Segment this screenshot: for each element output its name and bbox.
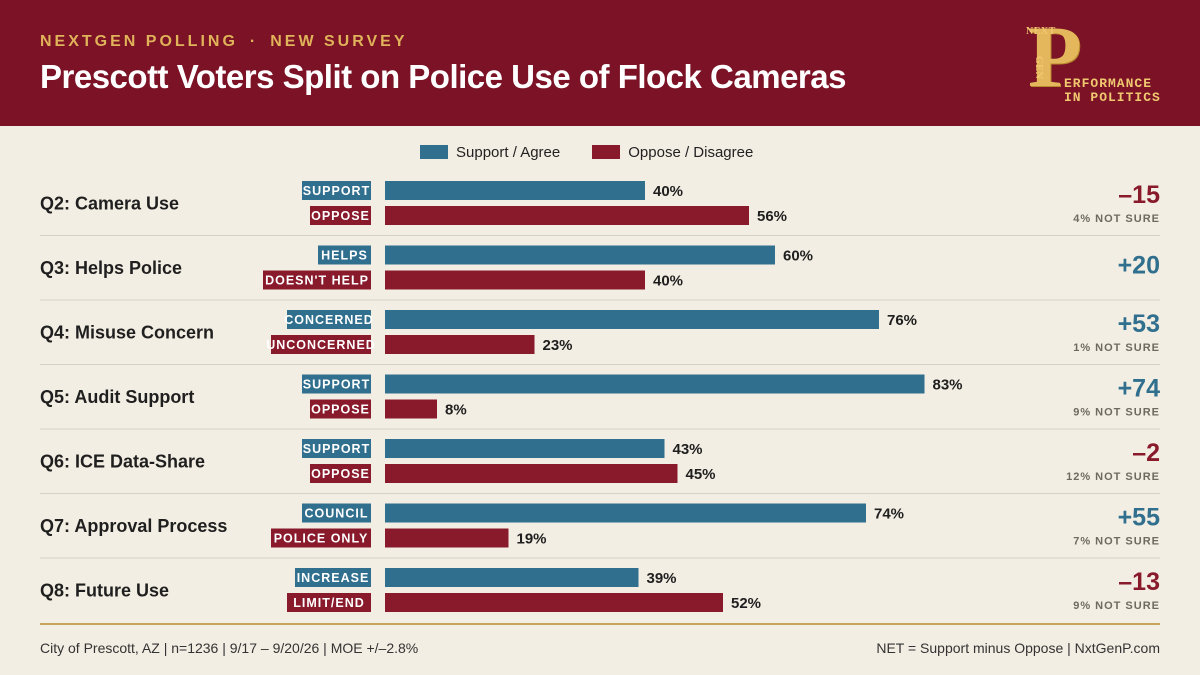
- legend-item-support: Support / Agree: [420, 144, 560, 161]
- oppose-bar: [385, 593, 723, 612]
- not-sure-label: 9% NOT SURE: [1073, 407, 1160, 419]
- support-value-label: 43%: [673, 441, 703, 458]
- oppose-bar: [385, 206, 749, 225]
- support-bar: [385, 181, 645, 200]
- oppose-value-label: 52%: [731, 595, 761, 612]
- net-value: +55: [1118, 504, 1161, 532]
- oppose-pill: [287, 593, 371, 612]
- support-pill: [302, 374, 371, 394]
- kicker-label: NEW SURVEY: [270, 33, 408, 50]
- question-label: Q3: Helps Police: [40, 258, 182, 278]
- net-value: –2: [1132, 439, 1160, 467]
- legend-label-oppose: Oppose / Disagree: [628, 143, 754, 161]
- header-banner: NEXTGEN POLLING · NEW SURVEY Prescott Vote…: [0, 0, 1200, 126]
- not-sure-label: 7% NOT SURE: [1073, 536, 1160, 548]
- support-pill-label: SUPPORT: [303, 378, 370, 392]
- oppose-pill: [263, 270, 371, 290]
- support-bar: [385, 245, 775, 265]
- support-pill-label: INCREASE: [297, 571, 370, 585]
- support-value-label: 76%: [887, 312, 917, 329]
- page-title: Prescott Voters Split on Police Use of F…: [40, 58, 846, 95]
- legend: Support / Agree Oppose / Disagree: [420, 142, 785, 162]
- kicker-separator: ·: [249, 33, 259, 50]
- net-value: +20: [1118, 252, 1160, 280]
- oppose-pill-label: OPPOSE: [311, 209, 370, 223]
- support-pill-label: CONCERNED: [284, 313, 374, 327]
- oppose-bar: [385, 528, 509, 548]
- footer-source: City of Prescott, AZ | n=1236 | 9/17 – 9…: [40, 640, 419, 656]
- footer-note: NET = Support minus Oppose | NxtGenP.com: [876, 640, 1160, 656]
- question-label: Q6: ICE Data-Share: [40, 452, 205, 472]
- legend-item-oppose: Oppose / Disagree: [592, 144, 753, 161]
- support-pill: [318, 245, 371, 265]
- oppose-pill-label: UNCONCERNED: [266, 338, 376, 352]
- logo-next: NEXT: [1026, 26, 1056, 37]
- oppose-bar: [385, 270, 645, 290]
- oppose-pill: [310, 206, 371, 225]
- support-pill-label: SUPPORT: [303, 184, 370, 198]
- oppose-value-label: 8%: [445, 402, 467, 419]
- support-pill: [302, 503, 371, 523]
- legend-swatch-oppose: [592, 145, 621, 159]
- question-label: Q8: Future Use: [40, 581, 169, 601]
- oppose-pill: [271, 335, 371, 354]
- oppose-bar: [385, 399, 437, 419]
- support-pill-label: COUNCIL: [305, 507, 369, 521]
- oppose-pill-label: DOESN'T HELP: [265, 274, 369, 288]
- question-label: Q5: Audit Support: [40, 387, 194, 407]
- oppose-value-label: 19%: [517, 531, 547, 548]
- oppose-value-label: 45%: [686, 466, 716, 483]
- net-value: –13: [1118, 568, 1160, 596]
- support-value-label: 60%: [783, 248, 813, 265]
- footer-divider: [40, 623, 1160, 625]
- logo-p-letter: P: [1028, 9, 1082, 106]
- oppose-bar: [385, 464, 678, 483]
- not-sure-label: 9% NOT SURE: [1073, 600, 1160, 612]
- net-value: –15: [1118, 181, 1160, 209]
- net-value: +74: [1118, 375, 1161, 403]
- oppose-pill-label: LIMIT/END: [293, 596, 365, 610]
- net-value: +53: [1118, 310, 1160, 338]
- support-value-label: 74%: [874, 506, 904, 523]
- kicker: NEXTGEN POLLING · NEW SURVEY: [40, 33, 408, 51]
- oppose-bar: [385, 335, 535, 354]
- logo-line-1: ERFORMANCE: [1064, 76, 1153, 91]
- legend-label-support: Support / Agree: [456, 143, 561, 161]
- support-value-label: 83%: [933, 377, 963, 394]
- support-pill-label: HELPS: [321, 249, 368, 263]
- oppose-pill-label: OPPOSE: [311, 403, 370, 417]
- oppose-pill-label: POLICE ONLY: [274, 532, 369, 546]
- oppose-pill: [310, 399, 371, 419]
- not-sure-label: 12% NOT SURE: [1066, 471, 1160, 483]
- support-bar: [385, 310, 879, 329]
- oppose-pill-label: OPPOSE: [311, 467, 370, 481]
- question-label: Q4: Misuse Concern: [40, 323, 214, 343]
- not-sure-label: 4% NOT SURE: [1073, 213, 1160, 225]
- kicker-org: NEXTGEN POLLING: [40, 33, 238, 50]
- logo: P NEXT GEN ERFORMANCE IN POLITICS: [1024, 14, 1164, 106]
- oppose-value-label: 23%: [543, 337, 573, 354]
- logo-line-2: IN POLITICS: [1064, 90, 1161, 105]
- question-label: Q2: Camera Use: [40, 194, 179, 214]
- question-label: Q7: Approval Process: [40, 516, 227, 536]
- support-pill: [302, 181, 371, 200]
- support-value-label: 39%: [647, 570, 677, 587]
- support-bar: [385, 568, 639, 587]
- oppose-pill: [310, 464, 371, 483]
- oppose-pill: [271, 528, 371, 548]
- oppose-value-label: 56%: [757, 208, 787, 225]
- support-pill: [287, 310, 371, 329]
- support-value-label: 40%: [653, 183, 683, 200]
- not-sure-label: 1% NOT SURE: [1073, 342, 1160, 354]
- support-bar: [385, 439, 665, 458]
- support-pill: [302, 439, 371, 458]
- support-pill: [295, 568, 371, 587]
- support-bar: [385, 374, 925, 394]
- support-pill-label: SUPPORT: [303, 442, 370, 456]
- support-bar: [385, 503, 866, 523]
- legend-swatch-support: [420, 145, 448, 159]
- oppose-value-label: 40%: [653, 273, 683, 290]
